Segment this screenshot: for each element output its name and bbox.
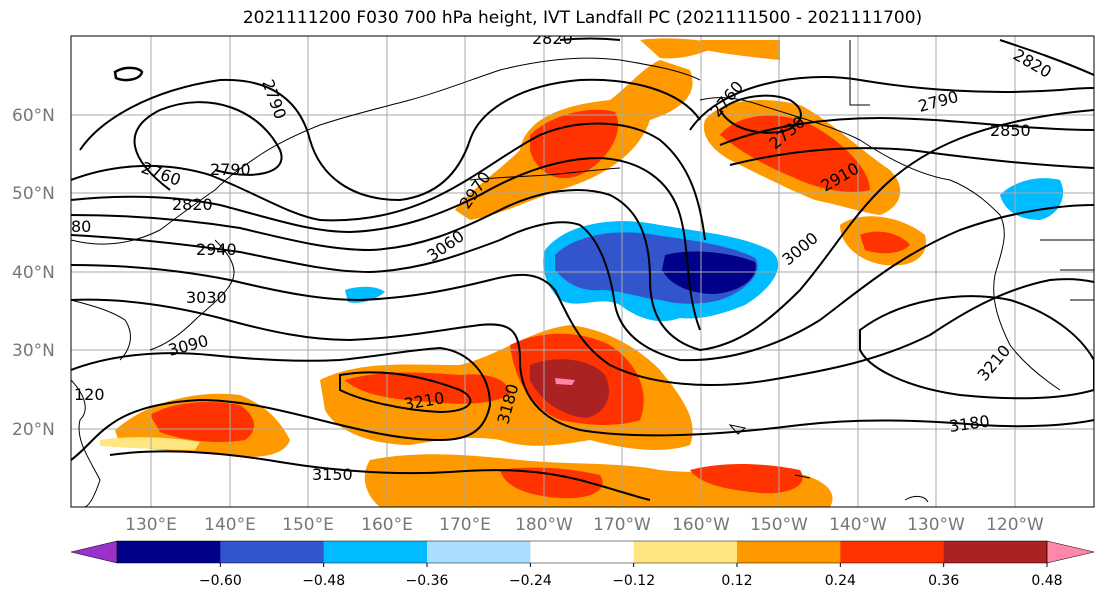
colorbar-tick-label: 0.12 <box>721 573 752 589</box>
colorbar-tick-label: 0.24 <box>825 573 856 589</box>
colorbar-min-extension <box>70 540 118 564</box>
lon-label: 140°E <box>204 515 256 535</box>
lat-label: 50°N <box>12 184 55 204</box>
map-title: 2021111200 F030 700 hPa height, IVT Land… <box>242 8 923 28</box>
colorbar-segment <box>530 541 635 563</box>
height-contours <box>71 37 1094 501</box>
lon-label: 170°W <box>593 515 651 535</box>
latitude-labels: 60°N 50°N 40°N 30°N 20°N <box>12 106 55 440</box>
colorbar-segment <box>220 541 325 563</box>
colorbar-segment <box>943 541 1048 563</box>
lon-label: 150°W <box>750 515 808 535</box>
lon-label: 120°W <box>986 515 1044 535</box>
colorbar-tick-label: 0.48 <box>1031 573 1062 589</box>
lon-label: 130°E <box>125 515 177 535</box>
map-frame <box>70 35 1095 508</box>
contour-label: 3030 <box>186 288 227 307</box>
contour-label: 2940 <box>196 240 237 259</box>
colorbar-segment <box>117 541 221 563</box>
colorbar-tick-label: −0.36 <box>406 573 449 589</box>
lat-label: 40°N <box>12 263 55 283</box>
lon-label: 150°E <box>282 515 334 535</box>
coastlines <box>71 40 1094 507</box>
lon-label: 140°W <box>829 515 887 535</box>
lon-label: 160°E <box>361 515 413 535</box>
colorbar-segment <box>323 541 428 563</box>
contour-label: 120 <box>74 385 105 404</box>
colorbar-segment <box>427 541 531 563</box>
contour-label: 2850 <box>990 121 1031 140</box>
colorbar-tick-label: −0.24 <box>509 573 552 589</box>
longitude-labels: 130°E 140°E 150°E 160°E 170°E 180°W 170°… <box>125 515 1044 535</box>
colorbar-tick-label: −0.12 <box>612 573 655 589</box>
colorbar: −0.60 −0.48 −0.36 −0.24 −0.12 0.12 0.24 0.36 0.4… <box>70 540 1095 589</box>
contour-label: 2820 <box>532 29 573 48</box>
lon-label: 180°W <box>515 515 573 535</box>
contour-label: 2820 <box>172 195 213 214</box>
lon-label: 160°W <box>672 515 730 535</box>
colorbar-segment <box>737 541 841 563</box>
colorbar-max-extension <box>1046 540 1095 564</box>
lat-label: 20°N <box>12 420 55 440</box>
colorbar-tick-label: −0.48 <box>302 573 345 589</box>
lon-label: 130°W <box>907 515 965 535</box>
lat-label: 60°N <box>12 106 55 126</box>
contour-label: 2790 <box>210 160 251 179</box>
colorbar-tick-label: −0.60 <box>199 573 242 589</box>
contour-label: 80 <box>71 217 91 236</box>
contour-label: 3150 <box>312 465 353 484</box>
ivt-shading <box>100 38 1064 507</box>
colorbar-segment <box>633 541 738 563</box>
colorbar-tick-label: 0.36 <box>928 573 959 589</box>
lon-label: 170°E <box>439 515 491 535</box>
lat-label: 30°N <box>12 341 55 361</box>
colorbar-segment <box>840 541 945 563</box>
